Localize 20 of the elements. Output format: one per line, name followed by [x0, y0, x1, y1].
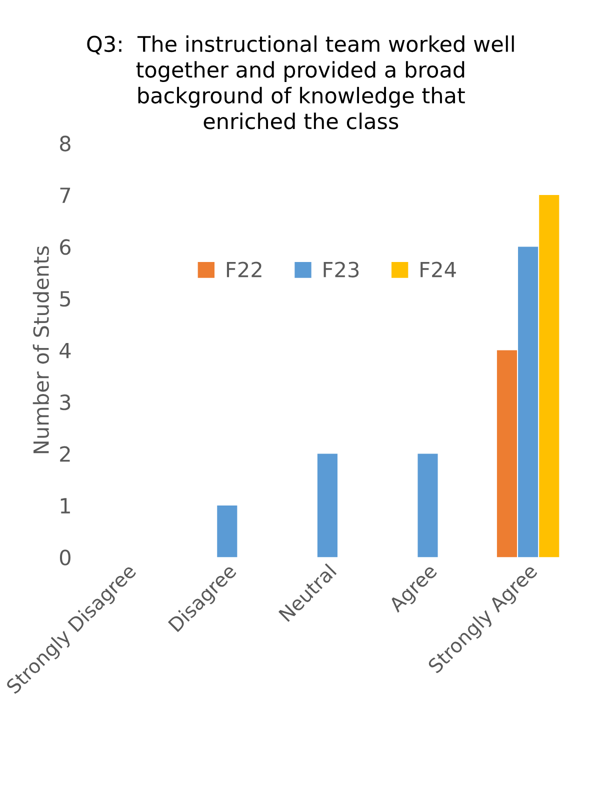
chart-title: Q3: The instructional team worked well together and provided a broad background of knowledge that enriched the class: [87, 35, 514, 130]
y-tick-label: 6: [60, 239, 71, 255]
legend-label: F24: [420, 262, 456, 278]
y-tick-label: 8: [60, 136, 70, 152]
y-axis-title: Number of Students: [32, 246, 49, 454]
bar: [518, 246, 538, 558]
y-tick-label: 4: [60, 342, 71, 358]
bar: [418, 454, 438, 558]
y-tick-label: 1: [60, 498, 70, 514]
y-tick-label: 7: [60, 188, 70, 203]
bar: [539, 194, 560, 558]
y-tick-label: 3: [60, 394, 70, 410]
bar: [496, 350, 518, 558]
bar: [217, 505, 238, 558]
y-tick-label: 2: [60, 446, 70, 462]
legend-label: F23: [324, 262, 359, 278]
y-tick-label: 0: [60, 550, 70, 566]
bar: [317, 454, 338, 558]
y-tick-label: 5: [60, 291, 70, 307]
legend-label: F22: [226, 262, 262, 278]
